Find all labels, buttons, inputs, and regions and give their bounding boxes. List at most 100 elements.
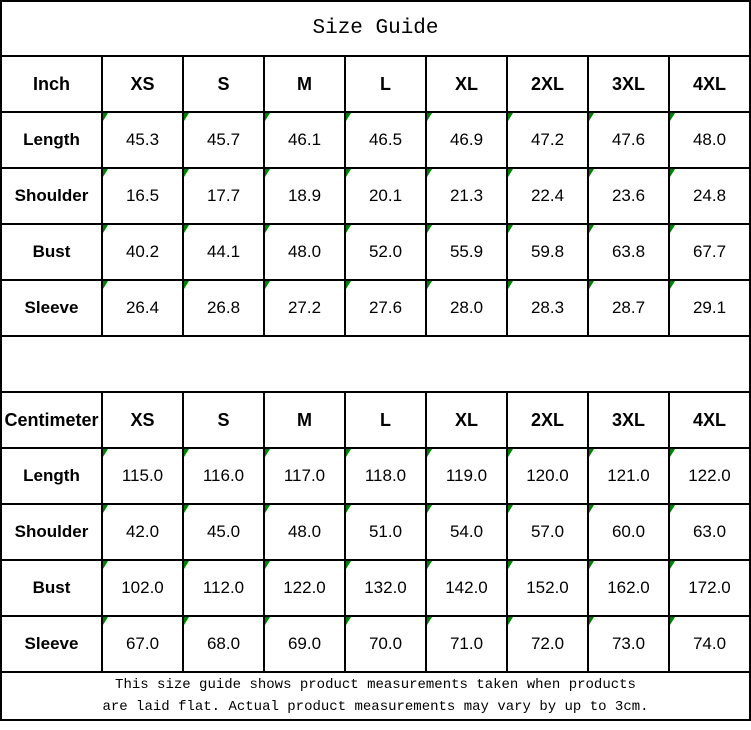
measure-value-cell-text: 28.3 bbox=[530, 298, 565, 317]
measure-value-cell: 60.0 bbox=[587, 503, 670, 561]
measure-value-cell-text: 132.0 bbox=[364, 578, 407, 597]
measure-value-cell-text: 60.0 bbox=[611, 522, 646, 541]
cell-flag-triangle-icon bbox=[590, 170, 594, 177]
measure-value-cell: 152.0 bbox=[506, 559, 589, 617]
inch-table-body: Inch XS S M L XL 2XL 3XL 4XL Length 45.3 45.7 46.1 46… bbox=[0, 55, 751, 337]
measure-label-cell: Sleeve bbox=[0, 279, 103, 337]
cell-flag-triangle-icon bbox=[671, 506, 675, 513]
cell-flag-triangle-icon bbox=[185, 282, 189, 289]
measure-value-cell-text: 68.0 bbox=[206, 634, 241, 653]
measure-value-cell: 47.2 bbox=[506, 111, 589, 169]
cell-flag-triangle-icon bbox=[347, 114, 351, 121]
measure-label-cell: Bust bbox=[0, 559, 103, 617]
measure-value-cell: 46.5 bbox=[344, 111, 427, 169]
measure-label-cell: Shoulder bbox=[0, 167, 103, 225]
cell-flag-triangle-icon bbox=[185, 226, 189, 233]
measure-value-cell-text: 26.8 bbox=[206, 298, 241, 317]
measure-value-cell: 54.0 bbox=[425, 503, 508, 561]
measure-label-cell-text: Sleeve bbox=[24, 634, 79, 653]
cell-flag-triangle-icon bbox=[590, 282, 594, 289]
measure-value-cell-text: 45.7 bbox=[206, 130, 241, 149]
measure-label-cell-text: Shoulder bbox=[14, 186, 89, 205]
measure-value-cell: 26.4 bbox=[101, 279, 184, 337]
cell-flag-triangle-icon bbox=[104, 506, 108, 513]
measure-value-cell-text: 63.8 bbox=[611, 242, 646, 261]
cell-flag-triangle-icon bbox=[590, 506, 594, 513]
measure-value-cell-text: 67.0 bbox=[125, 634, 160, 653]
measure-value-cell-text: 21.3 bbox=[449, 186, 484, 205]
measure-value-cell-text: 116.0 bbox=[202, 466, 245, 485]
size-header-cell: L bbox=[344, 391, 427, 449]
size-header-cell: S bbox=[182, 55, 265, 113]
size-header-cell-text: S bbox=[217, 409, 230, 430]
cell-flag-triangle-icon bbox=[185, 170, 189, 177]
measure-value-cell-text: 45.0 bbox=[206, 522, 241, 541]
table-row: Sleeve 67.0 68.0 69.0 70.0 71.0 72.0 73.0 74.0 bbox=[0, 615, 751, 673]
footer-note-line1: This size guide shows product measuremen… bbox=[115, 676, 636, 693]
cell-flag-triangle-icon bbox=[104, 226, 108, 233]
measure-value-cell-text: 142.0 bbox=[445, 578, 488, 597]
size-header-cell-text: XS bbox=[130, 73, 155, 94]
measure-value-cell-text: 46.5 bbox=[368, 130, 403, 149]
measure-label-cell-text: Length bbox=[23, 466, 80, 485]
measure-value-cell: 59.8 bbox=[506, 223, 589, 281]
size-header-cell: XL bbox=[425, 55, 508, 113]
cell-flag-triangle-icon bbox=[428, 170, 432, 177]
cell-flag-triangle-icon bbox=[428, 618, 432, 625]
size-header-cell: XL bbox=[425, 391, 508, 449]
measure-value-cell: 20.1 bbox=[344, 167, 427, 225]
size-header-cell-text: 3XL bbox=[611, 73, 645, 94]
measure-value-cell: 28.3 bbox=[506, 279, 589, 337]
measure-value-cell: 63.0 bbox=[668, 503, 751, 561]
measure-value-cell: 63.8 bbox=[587, 223, 670, 281]
measure-label-cell-text: Length bbox=[23, 130, 80, 149]
measure-label-cell: Shoulder bbox=[0, 503, 103, 561]
measure-value-cell-text: 162.0 bbox=[607, 578, 650, 597]
cell-flag-triangle-icon bbox=[266, 450, 270, 457]
measure-value-cell: 45.3 bbox=[101, 111, 184, 169]
size-header-cell-text: 2XL bbox=[530, 409, 564, 430]
measure-value-cell-text: 24.8 bbox=[692, 186, 727, 205]
footer-note: This size guide shows product measuremen… bbox=[0, 671, 751, 721]
measure-value-cell: 72.0 bbox=[506, 615, 589, 673]
measure-label-cell-text: Bust bbox=[32, 242, 71, 261]
measure-value-cell-text: 122.0 bbox=[688, 466, 731, 485]
measure-value-cell-text: 17.7 bbox=[206, 186, 241, 205]
measure-value-cell-text: 102.0 bbox=[121, 578, 164, 597]
cell-flag-triangle-icon bbox=[347, 562, 351, 569]
cell-flag-triangle-icon bbox=[104, 170, 108, 177]
measure-value-cell: 26.8 bbox=[182, 279, 265, 337]
measure-value-cell-text: 46.9 bbox=[449, 130, 484, 149]
cell-flag-triangle-icon bbox=[104, 114, 108, 121]
table-row: Shoulder 16.5 17.7 18.9 20.1 21.3 22.4 23.6 24.8 bbox=[0, 167, 751, 225]
size-header-cell-text: 4XL bbox=[692, 409, 726, 430]
size-header-cell: S bbox=[182, 391, 265, 449]
cell-flag-triangle-icon bbox=[428, 506, 432, 513]
measure-value-cell-text: 118.0 bbox=[364, 466, 407, 485]
size-header-cell-text: L bbox=[380, 409, 391, 430]
measure-value-cell-text: 74.0 bbox=[692, 634, 727, 653]
measure-value-cell: 68.0 bbox=[182, 615, 265, 673]
cell-flag-triangle-icon bbox=[509, 114, 513, 121]
measure-value-cell: 121.0 bbox=[587, 447, 670, 505]
measure-label-cell: Bust bbox=[0, 223, 103, 281]
size-header-cell: 4XL bbox=[668, 55, 751, 113]
cell-flag-triangle-icon bbox=[590, 450, 594, 457]
measure-value-cell-text: 73.0 bbox=[611, 634, 646, 653]
unit-header-cell: Inch bbox=[0, 55, 103, 113]
measure-value-cell: 45.7 bbox=[182, 111, 265, 169]
cell-flag-triangle-icon bbox=[266, 170, 270, 177]
cell-flag-triangle-icon bbox=[104, 618, 108, 625]
size-header-cell: 2XL bbox=[506, 391, 589, 449]
measure-label-cell: Length bbox=[0, 447, 103, 505]
measure-value-cell-text: 23.6 bbox=[611, 186, 646, 205]
measure-value-cell: 48.0 bbox=[263, 503, 346, 561]
cell-flag-triangle-icon bbox=[509, 282, 513, 289]
cell-flag-triangle-icon bbox=[104, 562, 108, 569]
cell-flag-triangle-icon bbox=[347, 282, 351, 289]
size-header-cell-text: 2XL bbox=[530, 73, 564, 94]
cell-flag-triangle-icon bbox=[671, 562, 675, 569]
cell-flag-triangle-icon bbox=[266, 562, 270, 569]
measure-value-cell-text: 40.2 bbox=[125, 242, 160, 261]
measure-value-cell: 117.0 bbox=[263, 447, 346, 505]
